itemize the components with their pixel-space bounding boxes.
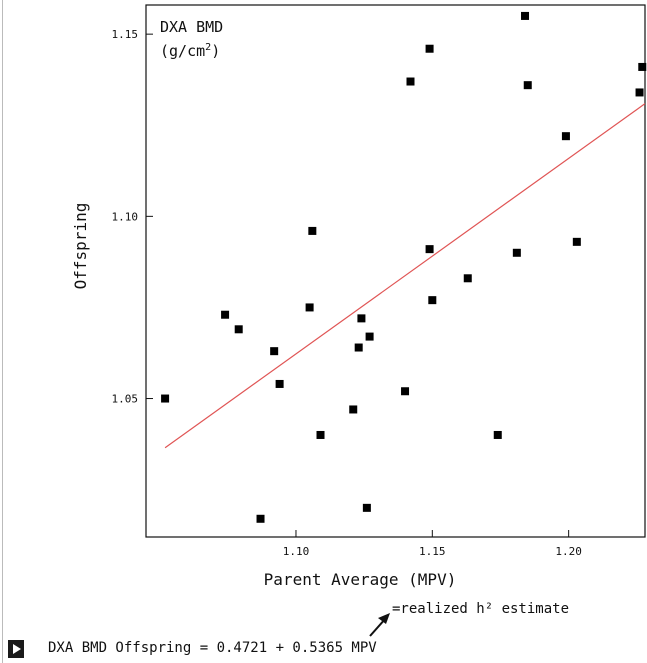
data-point [349,405,358,414]
scatter-chart: 1.10 1.15 1.20 1.05 1.10 1.15 DXA BMD (g/cm2)… [71,4,647,589]
plot-frame [145,4,646,538]
play-button[interactable] [8,640,24,658]
data-point [493,430,502,439]
data-point [572,237,581,246]
chart-title-line1: DXA BMD [160,18,223,36]
x-tick-label: 1.10 [283,545,310,558]
data-point [638,62,647,71]
data-point [362,503,371,512]
y-tick-label: 1.15 [112,28,139,41]
data-point [401,387,410,396]
regression-equation: DXA BMD Offspring = 0.4721 + 0.5365 MPV [48,640,377,656]
data-point [463,274,472,283]
data-point [234,325,243,334]
x-axis-label: Parent Average (MPV) [264,570,457,589]
annotation-text: =realized h² estimate [392,601,570,617]
chart-title-line2: (g/cm2) [160,42,220,60]
data-point [357,314,366,323]
data-point [221,310,230,319]
x-tick-label: 1.15 [419,545,446,558]
data-point [635,88,644,97]
annotation-arrow-icon [369,613,390,637]
data-point [256,514,265,523]
window-edge-line [2,0,3,663]
data-point [406,77,415,86]
data-point [305,303,314,312]
data-point [425,44,434,53]
y-tick-label: 1.05 [112,393,139,406]
y-tick-label: 1.10 [112,210,139,223]
data-point [521,11,530,20]
y-axis-label: Offspring [71,203,90,290]
data-point [161,394,170,403]
data-point [275,379,284,388]
data-point [365,332,374,341]
x-tick-label: 1.20 [555,545,582,558]
data-point [308,226,317,235]
data-point [270,347,279,356]
data-point [428,296,437,305]
regression-line [164,103,646,449]
data-point [354,343,363,352]
data-point [561,132,570,141]
data-point [523,81,532,90]
data-point [512,248,521,257]
data-point [425,245,434,254]
data-point [316,430,325,439]
